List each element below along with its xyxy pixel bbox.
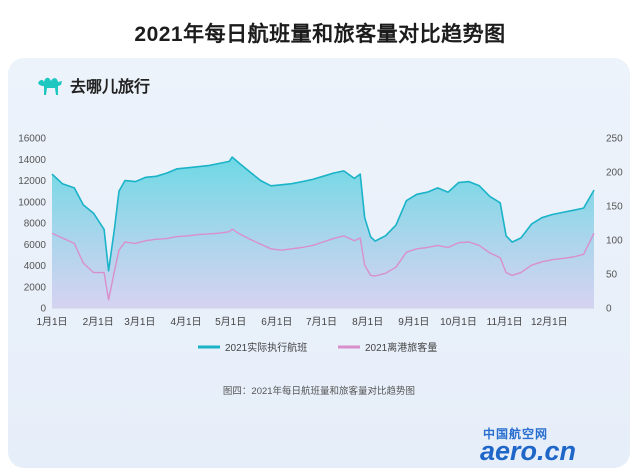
page-title: 2021年每日航班量和旅客量对比趋势图 — [134, 23, 506, 46]
x-tick-label: 2月1日 — [83, 316, 114, 328]
x-tick-label: 7月1日 — [306, 316, 337, 328]
brand-name: 去哪儿旅行 — [70, 79, 151, 96]
chart-svg: 0 2000 4000 6000 8000 10000 12000 14000 16000 0 50… — [18, 134, 623, 355]
flights-area — [52, 157, 594, 308]
y-right-tick-label: 0 — [606, 304, 612, 315]
y-left-tick-label: 4000 — [24, 261, 47, 272]
y-right-tick-label: 100 — [606, 236, 623, 247]
y-left-tick-label: 0 — [40, 304, 46, 315]
y-left-tick-label: 6000 — [24, 240, 47, 251]
y-right-tick-label: 250 — [606, 134, 623, 145]
brand: 去哪儿旅行 — [36, 70, 150, 100]
chart-card: 去哪儿旅行 0 2000 4000 6000 8000 10000 12000 14000 16… — [8, 58, 630, 468]
y-left-tick-label: 8000 — [24, 219, 47, 230]
y-left-tick-label: 16000 — [18, 134, 46, 145]
camel-icon — [38, 77, 62, 95]
x-tick-label: 4月1日 — [170, 316, 201, 328]
x-tick-label: 1月1日 — [36, 316, 67, 328]
x-tick-label: 5月1日 — [215, 316, 246, 328]
x-tick-label: 6月1日 — [261, 316, 292, 328]
legend-label: 2021实际执行航班 — [225, 341, 307, 354]
chart-caption: 图四：2021年每日航班量和旅客量对比趋势图 — [222, 386, 416, 397]
flights-line — [51, 156, 595, 272]
x-tick-label: 8月1日 — [352, 316, 383, 328]
x-tick-label: 10月1日 — [440, 316, 477, 328]
y-right-tick-label: 200 — [606, 168, 623, 179]
legend-label: 2021离港旅客量 — [365, 341, 437, 354]
y-left-tick-label: 2000 — [24, 282, 47, 293]
x-tick-label: 12月1日 — [531, 316, 568, 328]
passengers-line — [51, 228, 595, 301]
x-tick-label: 11月1日 — [487, 316, 523, 328]
y-left-tick-label: 10000 — [18, 197, 46, 208]
y-left-tick-label: 12000 — [18, 176, 46, 187]
y-right-tick-label: 150 — [606, 202, 623, 213]
x-tick-label: 3月1日 — [124, 316, 155, 328]
watermark-line2: aero.cn — [480, 436, 577, 466]
x-tick-label: 9月1日 — [398, 316, 429, 328]
y-right-tick-label: 50 — [606, 270, 618, 281]
y-left-tick-label: 14000 — [18, 155, 46, 166]
watermark-line1: 中国航空网 — [483, 427, 549, 441]
